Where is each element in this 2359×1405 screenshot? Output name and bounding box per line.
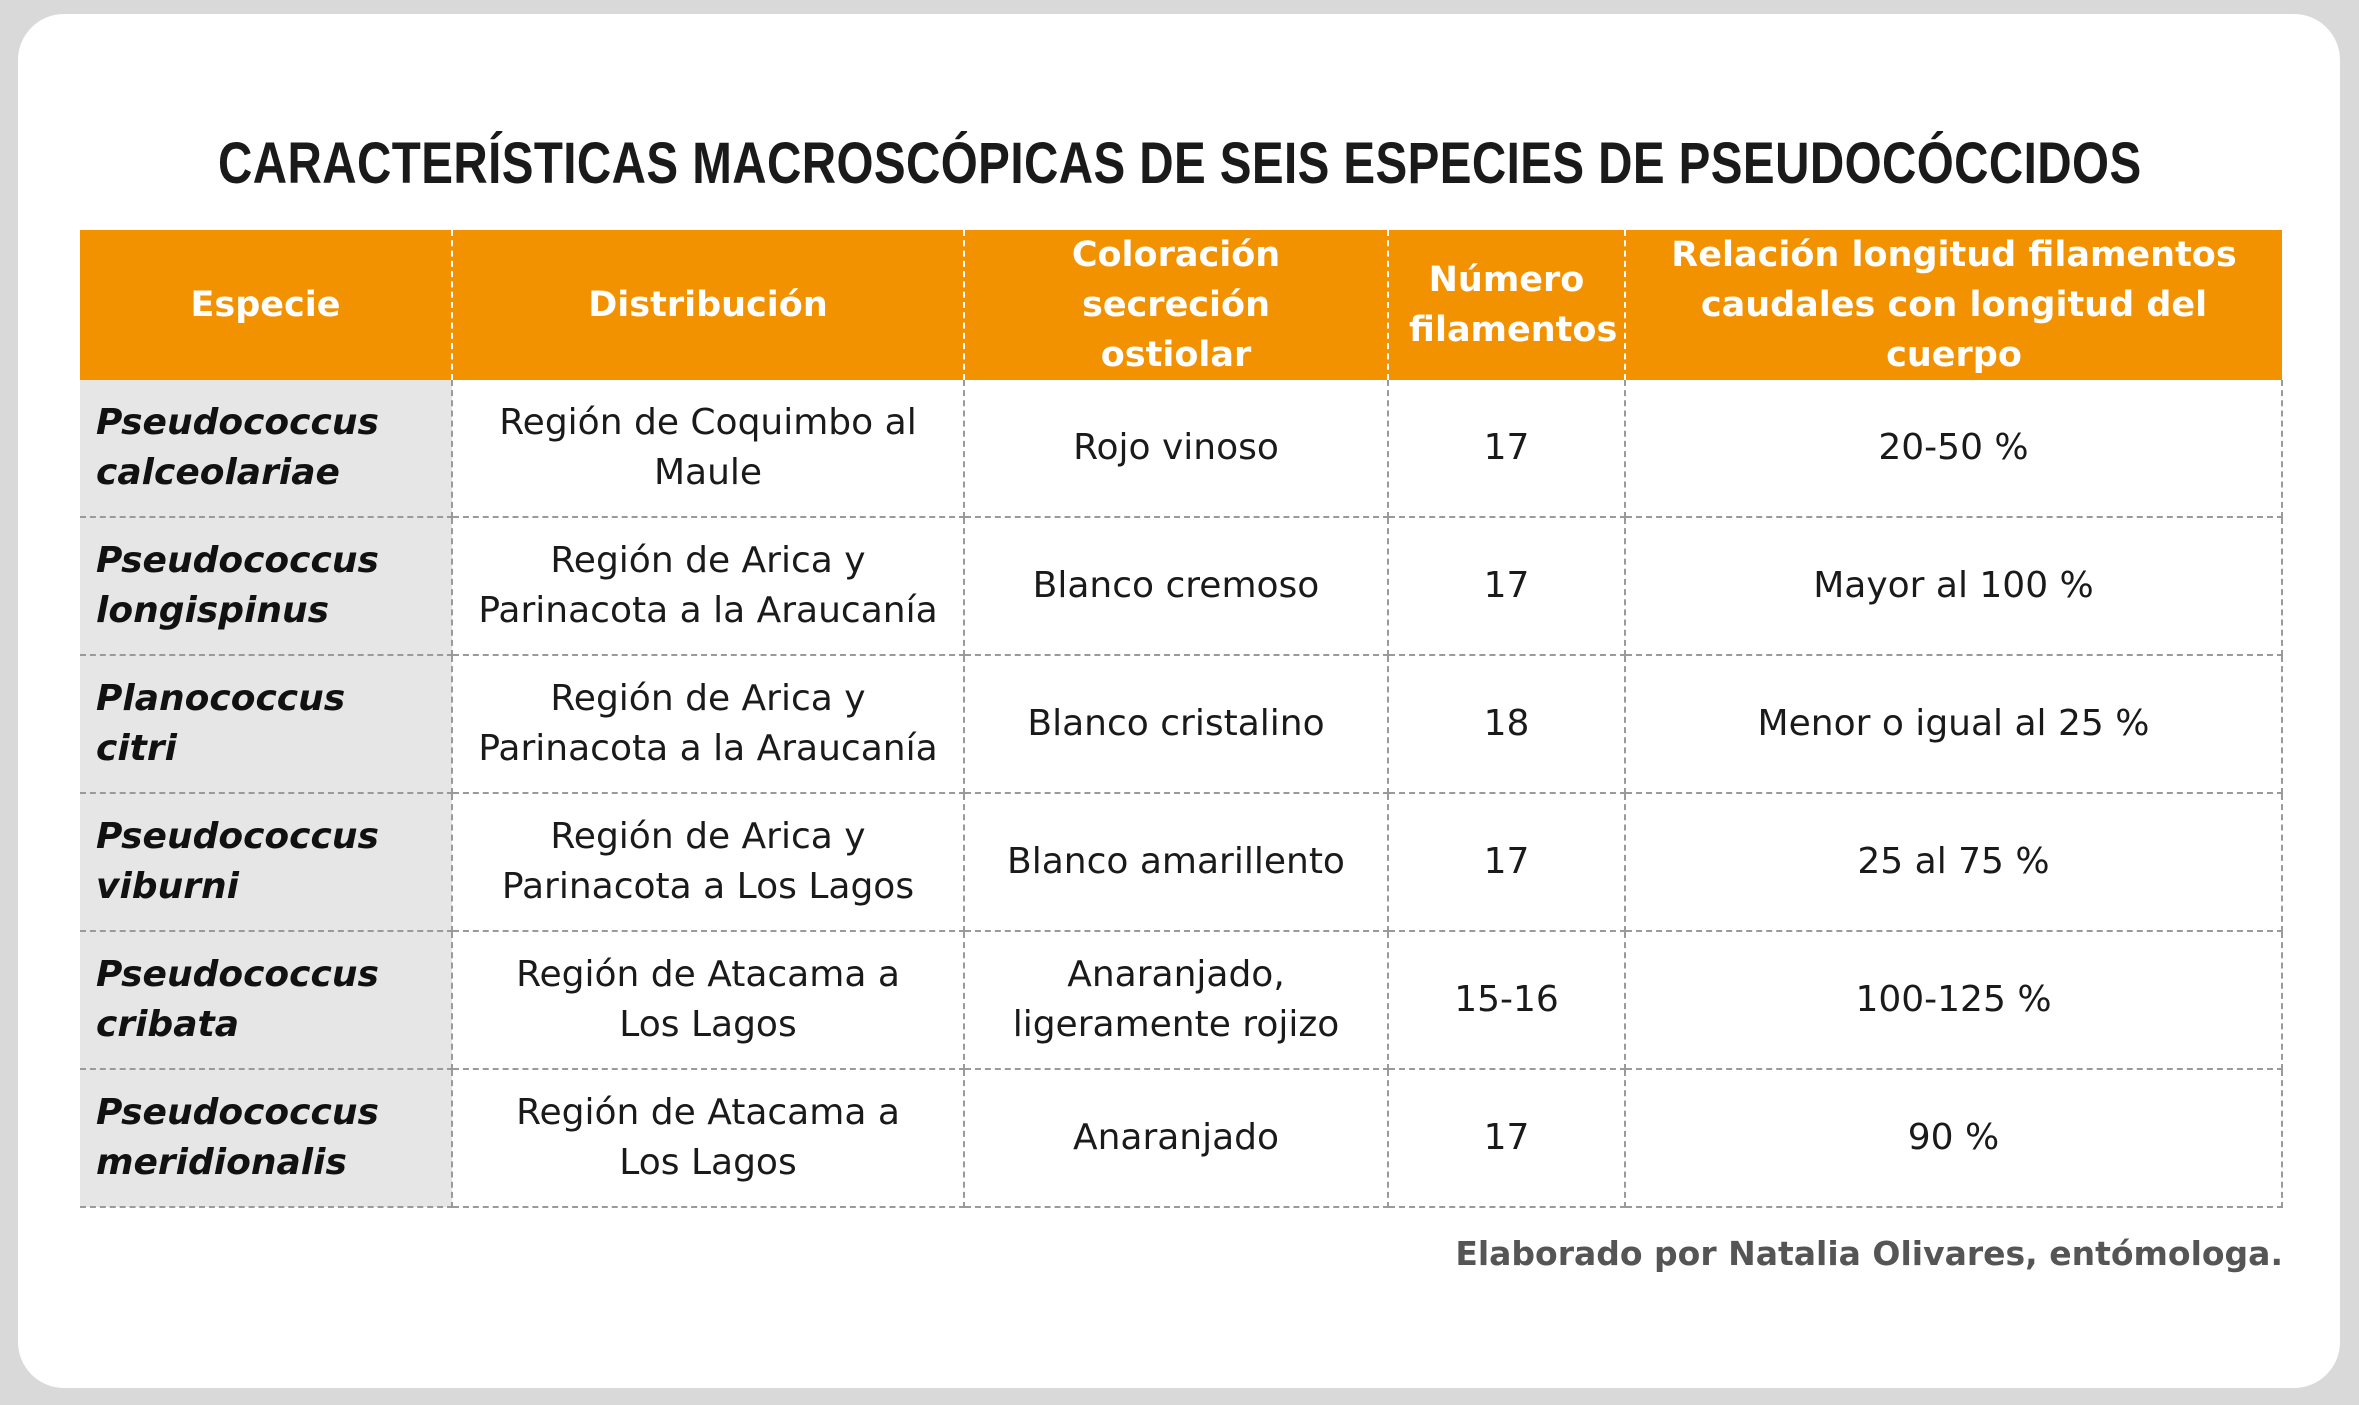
page-title: CARACTERÍSTICAS MACROSCÓPICAS DE SEIS ES… xyxy=(217,131,2142,196)
ratio-cell: 25 al 75 % xyxy=(1624,793,2283,932)
ratio-cell: 20-50 % xyxy=(1624,380,2283,518)
color-cell: Anaranjado xyxy=(963,1069,1389,1208)
color-cell: Blanco amarillento xyxy=(963,793,1389,932)
species-name: Planococcus citri xyxy=(80,655,453,794)
distribution-cell: Región de Coquimbo al Maule xyxy=(451,380,965,518)
table-row: Pseudococcus meridionalis Región de Atac… xyxy=(80,1069,2283,1208)
table-row: Pseudococcus calceolariae Región de Coqu… xyxy=(80,380,2283,518)
header-numero-filamentos: Número filamentos xyxy=(1387,230,1625,380)
filaments-cell: 18 xyxy=(1387,655,1626,794)
header-relacion-longitud: Relación longitud filamentos caudales co… xyxy=(1624,230,2282,380)
color-cell: Blanco cristalino xyxy=(963,655,1389,794)
distribution-cell: Región de Arica y Parinacota a la Arauca… xyxy=(451,517,965,656)
table-row: Pseudococcus cribata Región de Atacama a… xyxy=(80,931,2283,1070)
species-name: Pseudococcus calceolariae xyxy=(80,380,453,518)
color-cell: Anaranjado, ligeramente rojizo xyxy=(963,931,1389,1070)
filaments-cell: 17 xyxy=(1387,793,1626,932)
table-row: Pseudococcus longispinus Región de Arica… xyxy=(80,517,2283,656)
ratio-cell: Mayor al 100 % xyxy=(1624,517,2283,656)
distribution-cell: Región de Atacama a Los Lagos xyxy=(451,931,965,1070)
distribution-cell: Región de Arica y Parinacota a Los Lagos xyxy=(451,793,965,932)
header-especie: Especie xyxy=(80,230,452,380)
ratio-cell: 100-125 % xyxy=(1624,931,2283,1070)
table-row: Planococcus citri Región de Arica y Pari… xyxy=(80,655,2283,794)
ratio-cell: 90 % xyxy=(1624,1069,2283,1208)
species-name: Pseudococcus longispinus xyxy=(80,517,453,656)
filaments-cell: 15-16 xyxy=(1387,931,1626,1070)
credit-note: Elaborado por Natalia Olivares, entómolo… xyxy=(1455,1234,2283,1273)
filaments-cell: 17 xyxy=(1387,1069,1626,1208)
species-name: Pseudococcus meridionalis xyxy=(80,1069,453,1208)
species-name: Pseudococcus cribata xyxy=(80,931,453,1070)
header-coloracion: Coloración secreción ostiolar xyxy=(963,230,1388,380)
color-cell: Blanco cremoso xyxy=(963,517,1389,656)
distribution-cell: Región de Arica y Parinacota a la Arauca… xyxy=(451,655,965,794)
table-header-row: Especie Distribución Coloración secreció… xyxy=(80,230,2282,380)
filaments-cell: 17 xyxy=(1387,380,1626,518)
header-distribucion: Distribución xyxy=(451,230,964,380)
distribution-cell: Región de Atacama a Los Lagos xyxy=(451,1069,965,1208)
table-row: Pseudococcus viburni Región de Arica y P… xyxy=(80,793,2283,932)
ratio-cell: Menor o igual al 25 % xyxy=(1624,655,2283,794)
color-cell: Rojo vinoso xyxy=(963,380,1389,518)
species-name: Pseudococcus viburni xyxy=(80,793,453,932)
species-table: Especie Distribución Coloración secreció… xyxy=(80,230,2283,1208)
filaments-cell: 17 xyxy=(1387,517,1626,656)
